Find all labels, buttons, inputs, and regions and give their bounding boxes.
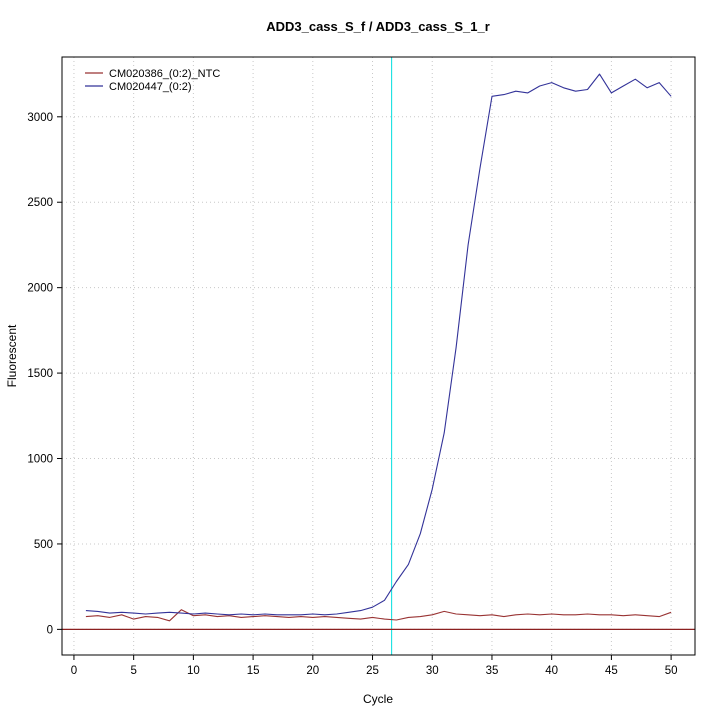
y-tick-label: 2500 [27,197,53,209]
y-tick-label: 0 [47,624,53,636]
gridlines-layer [62,57,695,655]
x-tick-label: 50 [665,665,678,677]
plot-box [61,56,696,656]
x-tick-label: 35 [486,665,499,677]
x-tick-label: 10 [187,665,200,677]
x-tick-label: 15 [247,665,260,677]
series-line-0 [85,609,672,622]
y-tick-label: 1000 [27,454,53,466]
chart-title: ADD3_cass_S_f / ADD3_cass_S_1_r [266,19,490,34]
x-tick-label: 5 [130,665,136,677]
y-tick-label: 2000 [27,283,53,295]
legend-label: CM020386_(0:2)_NTC [109,68,220,80]
x-tick-label: 40 [545,665,558,677]
annotations-layer [62,57,695,655]
y-tick-label: 500 [34,539,53,551]
axes-layer: 0 5 10 15 20 25 30 35 40 45 5005001000150020002500… [27,56,696,677]
x-tick-label: 0 [71,665,77,677]
legend-label: CM020447_(0:2) [109,81,192,93]
y-tick-label: 1500 [27,368,53,380]
x-tick-label: 30 [426,665,439,677]
series-layer [85,73,672,622]
x-tick-label: 25 [366,665,379,677]
x-tick-label: 45 [605,665,618,677]
x-axis-label: Cycle [363,692,393,706]
series-line-1 [85,73,672,616]
y-axis-label: Fluorescent [5,324,19,387]
x-tick-label: 20 [306,665,319,677]
y-tick-label: 3000 [27,112,53,124]
